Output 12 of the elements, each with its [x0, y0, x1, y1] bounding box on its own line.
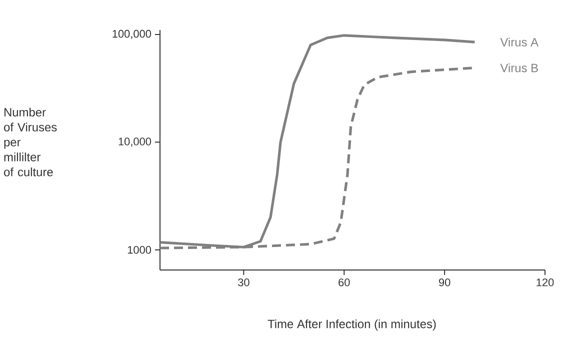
- y-tick-label: 10,000: [118, 138, 152, 147]
- line-series: [158, 34, 476, 248]
- x-tick-label: 60: [338, 278, 350, 286]
- y-tick-label: 100,000: [112, 30, 152, 39]
- text: Virus A: [500, 38, 539, 46]
- x-axis-title: Time After Infection (in minutes): [268, 319, 436, 331]
- x-tick-label: 90: [438, 278, 450, 286]
- y-tick-label: 1000: [128, 246, 152, 254]
- y-axis-title: Number of Viruses per millilter of culture: [4, 108, 57, 176]
- text: Virus B: [500, 63, 538, 72]
- x-tick-label: 30: [238, 278, 250, 286]
- x-tick-label: 120: [536, 278, 554, 286]
